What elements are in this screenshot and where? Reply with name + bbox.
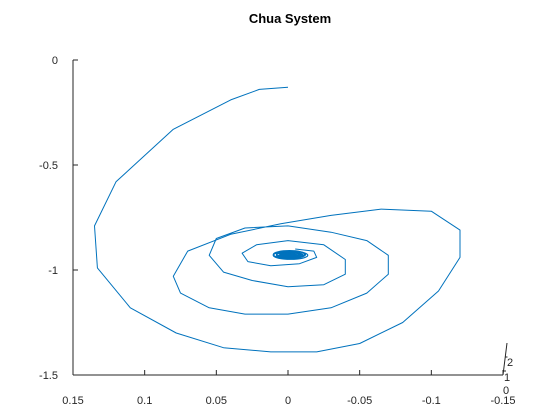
- x-tick-label: -0.15: [490, 395, 515, 407]
- z-axis: 2 1 0: [502, 342, 513, 397]
- x-tick-label: 0.15: [62, 395, 83, 407]
- x-ticks: 0.15 0.1 0.05 0 -0.05 -0.1 -0.15: [62, 370, 516, 407]
- z-tick-label: 2: [507, 357, 513, 369]
- x-tick-label: 0.1: [137, 395, 152, 407]
- z-axis-line: [502, 342, 508, 376]
- z-tick-label: 0: [503, 385, 509, 397]
- y-tick-label: 0: [52, 55, 58, 67]
- x-tick-label: -0.05: [347, 395, 372, 407]
- x-tick-label: 0: [285, 395, 291, 407]
- y-tick-label: -1: [48, 265, 58, 277]
- z-tick-label: 1: [504, 372, 510, 384]
- x-tick-label: 0.05: [206, 395, 227, 407]
- x-tick-label: -0.1: [422, 395, 441, 407]
- attractor-core: [272, 250, 309, 260]
- chart-title: Chua System: [249, 11, 331, 26]
- attractor-dense-core: [276, 253, 303, 259]
- trajectory-line: [94, 86, 461, 353]
- plot-area: [94, 86, 461, 353]
- y-tick-label: -1.5: [39, 370, 58, 382]
- y-tick-label: -0.5: [39, 160, 58, 172]
- y-ticks: 0 -0.5 -1 -1.5: [39, 55, 78, 382]
